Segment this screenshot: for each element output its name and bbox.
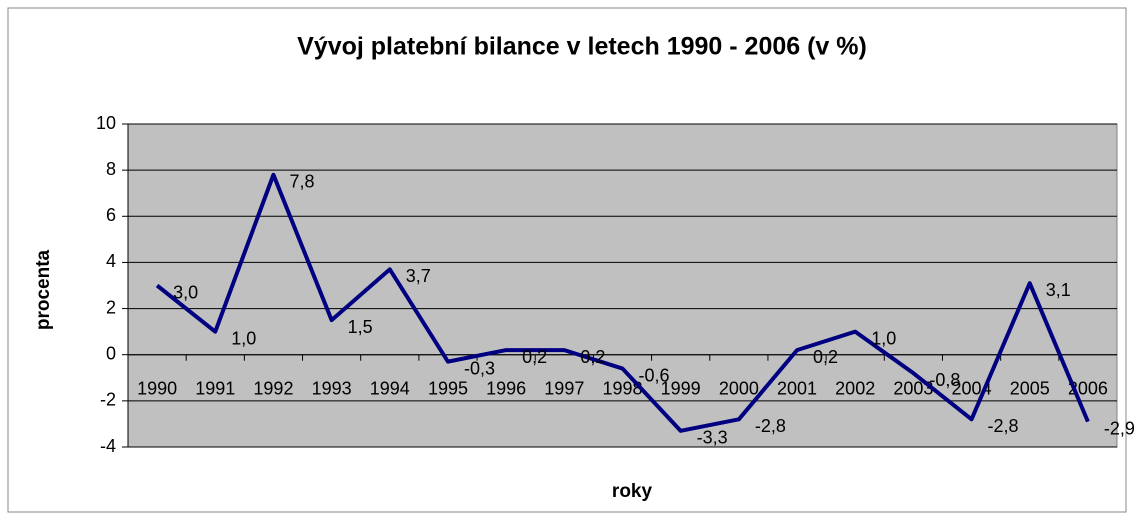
x-tick-label: 2001 (777, 378, 817, 398)
x-tick-label: 1999 (661, 378, 701, 398)
data-label: -2,8 (988, 416, 1019, 436)
data-label: 7,8 (289, 172, 314, 192)
x-tick-label: 1991 (195, 378, 235, 398)
data-label: 3,0 (173, 282, 198, 302)
y-tick-label: 10 (96, 113, 116, 133)
y-tick-label: -4 (100, 436, 116, 456)
x-tick-label: 1992 (253, 378, 293, 398)
data-label: -3,3 (697, 428, 728, 448)
data-line (155, 172, 1090, 433)
data-label: 0,2 (580, 347, 605, 367)
y-tick-label: 0 (106, 343, 116, 363)
x-axis-title: roky (612, 481, 653, 502)
y-tick-label: 2 (106, 297, 116, 317)
data-label: 0,2 (813, 347, 838, 367)
data-label: 1,5 (348, 317, 373, 337)
data-label: 3,1 (1046, 280, 1071, 300)
x-tick-label: 1990 (137, 378, 177, 398)
y-tick-label: 8 (106, 159, 116, 179)
data-label: 3,7 (406, 266, 431, 286)
data-label: 1,0 (231, 328, 256, 348)
chart-title: Vývoj platební bilance v letech 1990 - 2… (297, 33, 867, 61)
x-tick-label: 2003 (893, 378, 933, 398)
x-tick-label: 1996 (486, 378, 526, 398)
data-label: 0,2 (522, 347, 547, 367)
x-tick-label: 2005 (1010, 378, 1050, 398)
data-label: -0,6 (639, 365, 670, 385)
x-tick-label: 1994 (370, 378, 410, 398)
data-label: -2,9 (1104, 418, 1134, 438)
y-axis-title: procenta (33, 249, 54, 330)
x-tick-label: 1997 (544, 378, 584, 398)
x-tick-label: 2000 (719, 378, 759, 398)
x-tick-label: 1995 (428, 378, 468, 398)
data-label: 1,0 (871, 328, 896, 348)
x-tick-label: 1993 (312, 378, 352, 398)
x-tick-label: 1998 (602, 378, 642, 398)
data-label: -2,8 (755, 416, 786, 436)
plot-area (127, 123, 1118, 448)
data-label: -0,3 (464, 358, 495, 378)
x-tick-label: 2002 (835, 378, 875, 398)
y-tick-label: 4 (106, 251, 116, 271)
y-tick-label: 6 (106, 205, 116, 225)
data-label: -0,8 (929, 370, 960, 390)
y-tick-label: -2 (100, 390, 116, 410)
